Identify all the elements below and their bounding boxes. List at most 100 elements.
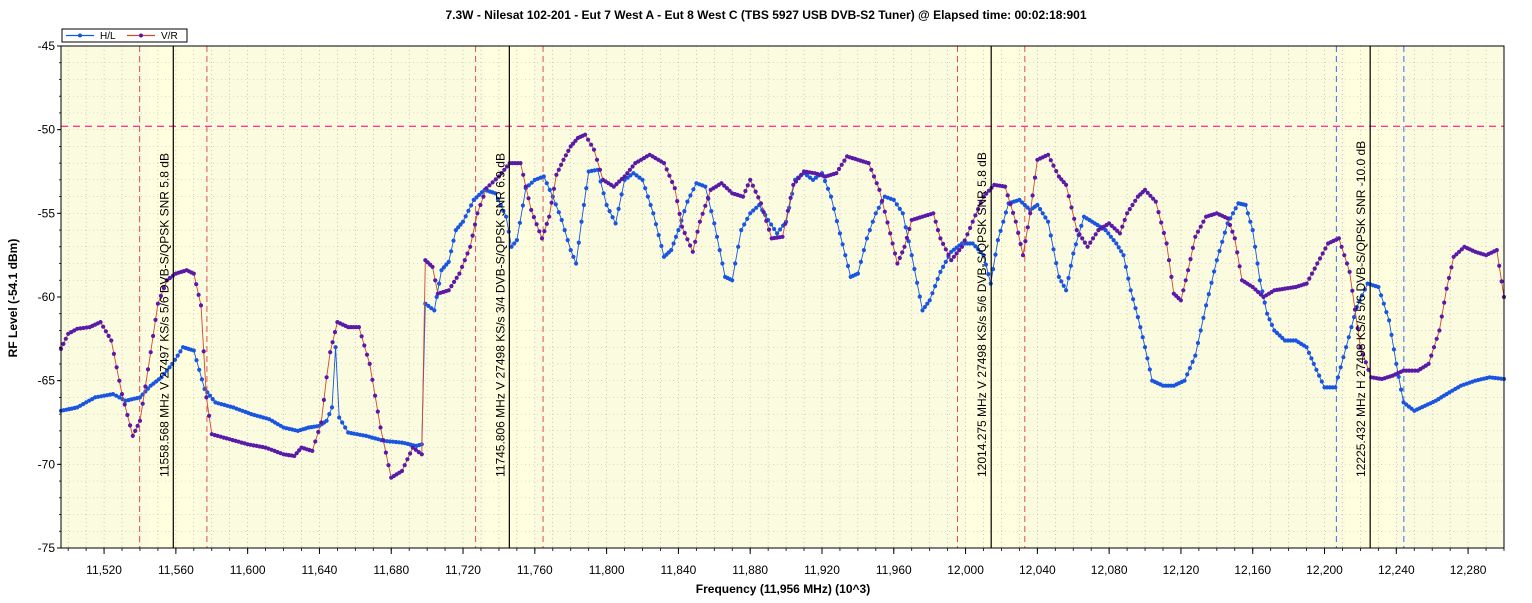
data-point-vr bbox=[1201, 219, 1206, 224]
data-point-vr bbox=[591, 147, 597, 152]
data-point-vr bbox=[328, 350, 333, 355]
data-point-vr bbox=[693, 239, 698, 244]
data-point-hl bbox=[1017, 197, 1022, 202]
x-tick-label: 11,760 bbox=[517, 563, 553, 577]
data-point-vr bbox=[534, 222, 539, 227]
data-point-vr bbox=[758, 201, 764, 206]
data-point-vr bbox=[904, 235, 910, 240]
data-point-vr bbox=[111, 351, 116, 356]
data-point-hl bbox=[1376, 284, 1381, 290]
data-point-vr bbox=[117, 378, 122, 383]
data-point-vr bbox=[502, 167, 507, 172]
data-point-hl bbox=[1135, 315, 1140, 320]
data-point-hl bbox=[471, 197, 476, 202]
data-point-hl bbox=[933, 284, 938, 289]
data-point-hl bbox=[579, 219, 584, 224]
data-point-hl bbox=[648, 202, 653, 208]
data-point-hl bbox=[631, 171, 636, 176]
data-point-vr bbox=[799, 172, 804, 177]
data-point-vr bbox=[201, 349, 206, 354]
data-point-hl bbox=[114, 393, 119, 398]
data-point-hl bbox=[1071, 251, 1076, 256]
data-point-vr bbox=[1169, 274, 1174, 279]
data-point-hl bbox=[714, 234, 720, 239]
data-point-hl bbox=[1119, 249, 1124, 254]
data-point-vr bbox=[750, 183, 756, 188]
data-point-hl bbox=[1064, 288, 1069, 293]
data-point-vr bbox=[109, 338, 114, 343]
data-point-vr bbox=[1309, 271, 1315, 276]
data-point-hl bbox=[669, 248, 674, 253]
data-point-vr bbox=[1190, 245, 1195, 250]
data-point-vr bbox=[1107, 221, 1112, 226]
data-point-vr bbox=[324, 375, 329, 380]
data-point-hl bbox=[1248, 219, 1253, 224]
data-point-hl bbox=[504, 214, 509, 219]
data-point-hl bbox=[822, 178, 828, 184]
data-point-hl bbox=[876, 205, 881, 210]
x-tick-label: 12,080 bbox=[1091, 563, 1128, 577]
data-point-vr bbox=[796, 176, 801, 181]
x-tick-label: 12,120 bbox=[1163, 563, 1200, 577]
data-point-vr bbox=[661, 161, 667, 166]
data-point-hl bbox=[441, 265, 446, 270]
data-point-vr bbox=[386, 463, 391, 468]
data-point-vr bbox=[316, 429, 321, 435]
data-point-hl bbox=[645, 194, 651, 199]
data-point-vr bbox=[499, 171, 504, 176]
data-point-vr bbox=[672, 186, 677, 191]
data-point-hl bbox=[1108, 234, 1113, 239]
data-point-vr bbox=[114, 365, 119, 370]
data-point-hl bbox=[691, 187, 696, 192]
data-point-hl bbox=[825, 186, 831, 191]
data-point-hl bbox=[498, 202, 503, 208]
data-point-vr bbox=[1361, 352, 1366, 357]
data-point-hl bbox=[199, 377, 204, 382]
data-point-vr bbox=[155, 301, 160, 306]
data-point-hl bbox=[1269, 322, 1274, 327]
data-point-hl bbox=[1051, 247, 1056, 252]
data-point-vr bbox=[356, 325, 361, 330]
data-point-vr bbox=[537, 229, 542, 234]
data-point-vr bbox=[137, 418, 143, 423]
data-point-vr bbox=[1317, 256, 1323, 261]
data-point-hl bbox=[976, 247, 981, 252]
data-point-vr bbox=[871, 174, 877, 179]
data-point-vr bbox=[965, 232, 970, 237]
data-point-hl bbox=[1357, 299, 1362, 304]
data-point-vr bbox=[874, 181, 879, 186]
data-point-vr bbox=[719, 181, 724, 186]
data-point-vr bbox=[1130, 202, 1135, 208]
data-point-vr bbox=[133, 428, 138, 433]
data-point-vr bbox=[1005, 193, 1010, 198]
legend-hl-marker bbox=[78, 33, 82, 38]
y-tick-label: -55 bbox=[38, 206, 56, 220]
data-point-vr bbox=[959, 244, 965, 249]
data-point-hl bbox=[891, 197, 896, 202]
data-point-vr bbox=[970, 219, 975, 224]
data-point-vr bbox=[563, 153, 569, 158]
data-point-hl bbox=[1265, 311, 1270, 316]
data-point-vr bbox=[1225, 216, 1230, 221]
data-point-vr bbox=[462, 258, 467, 263]
data-point-vr bbox=[748, 177, 753, 182]
data-point-vr bbox=[490, 180, 495, 185]
data-point-hl bbox=[1222, 230, 1227, 235]
data-point-vr bbox=[614, 182, 619, 187]
data-point-vr bbox=[877, 187, 882, 192]
data-point-hl bbox=[1230, 211, 1236, 216]
data-point-vr bbox=[362, 343, 367, 348]
series-hl bbox=[58, 167, 1507, 448]
data-point-hl bbox=[1243, 202, 1248, 208]
data-point-hl bbox=[547, 187, 552, 192]
data-point-vr bbox=[1023, 239, 1028, 244]
data-point-hl bbox=[870, 219, 875, 224]
data-point-hl bbox=[1111, 238, 1116, 243]
data-point-vr bbox=[907, 226, 912, 232]
data-point-vr bbox=[191, 271, 196, 276]
data-point-vr bbox=[1304, 281, 1309, 286]
data-point-vr bbox=[1193, 234, 1198, 239]
data-point-vr bbox=[529, 207, 534, 213]
data-point-hl bbox=[900, 211, 905, 216]
data-point-vr bbox=[1235, 250, 1240, 255]
